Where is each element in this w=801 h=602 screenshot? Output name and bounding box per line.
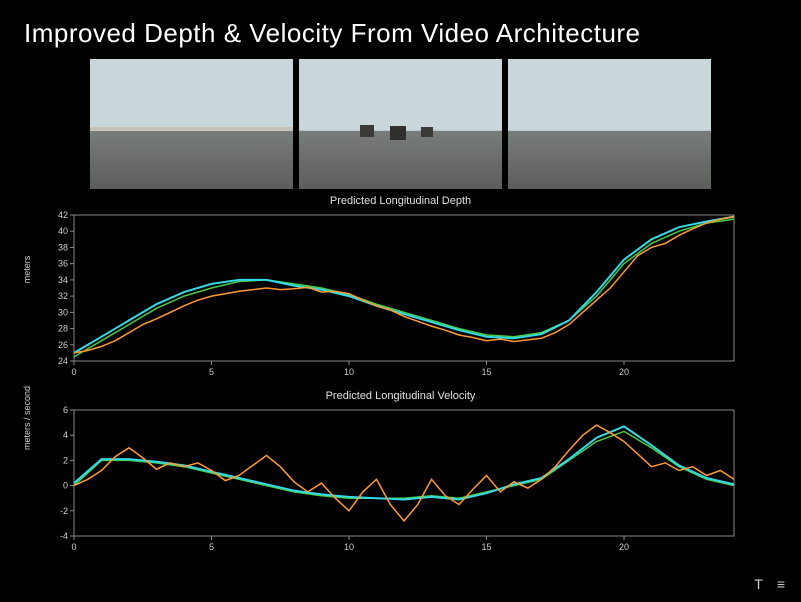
svg-text:15: 15 [481,367,491,377]
depth-chart-canvas: meters 2426283032343638404205101520 [40,209,761,384]
svg-text:15: 15 [481,542,491,552]
svg-text:28: 28 [58,324,68,334]
svg-text:2: 2 [63,455,68,465]
svg-text:20: 20 [619,367,629,377]
svg-text:38: 38 [58,242,68,252]
logo-icon: T [754,576,763,592]
video-thumb-left [90,59,293,189]
svg-text:10: 10 [344,542,354,552]
video-thumbnails-row [0,59,801,195]
svg-text:5: 5 [209,542,214,552]
video-thumb-center [299,59,502,189]
svg-text:0: 0 [71,542,76,552]
video-thumb-right [508,59,711,189]
svg-text:5: 5 [209,367,214,377]
svg-text:-4: -4 [60,531,68,541]
svg-text:42: 42 [58,210,68,220]
svg-text:32: 32 [58,291,68,301]
svg-text:36: 36 [58,259,68,269]
svg-text:10: 10 [344,367,354,377]
svg-text:20: 20 [619,542,629,552]
charts-area: Predicted Longitudinal Depth meters 2426… [0,195,801,575]
slide-title: Improved Depth & Velocity From Video Arc… [0,0,801,59]
svg-text:4: 4 [63,430,68,440]
svg-text:0: 0 [63,481,68,491]
velocity-chart-canvas: meters / second -4-2024605101520 [40,404,761,559]
svg-text:0: 0 [71,367,76,377]
svg-text:6: 6 [63,405,68,415]
velocity-chart: Predicted Longitudinal Velocity meters /… [40,390,761,559]
svg-text:24: 24 [58,356,68,366]
svg-text:-2: -2 [60,506,68,516]
depth-chart-title: Predicted Longitudinal Depth [40,195,761,207]
svg-text:30: 30 [58,307,68,317]
depth-chart: Predicted Longitudinal Depth meters 2426… [40,195,761,384]
svg-text:34: 34 [58,275,68,285]
svg-text:26: 26 [58,340,68,350]
footer-icons: T ≡ [754,576,785,592]
menu-icon[interactable]: ≡ [777,576,785,592]
svg-text:40: 40 [58,226,68,236]
velocity-chart-ylabel: meters / second [22,385,32,449]
depth-chart-ylabel: meters [22,255,32,283]
velocity-chart-title: Predicted Longitudinal Velocity [40,390,761,402]
